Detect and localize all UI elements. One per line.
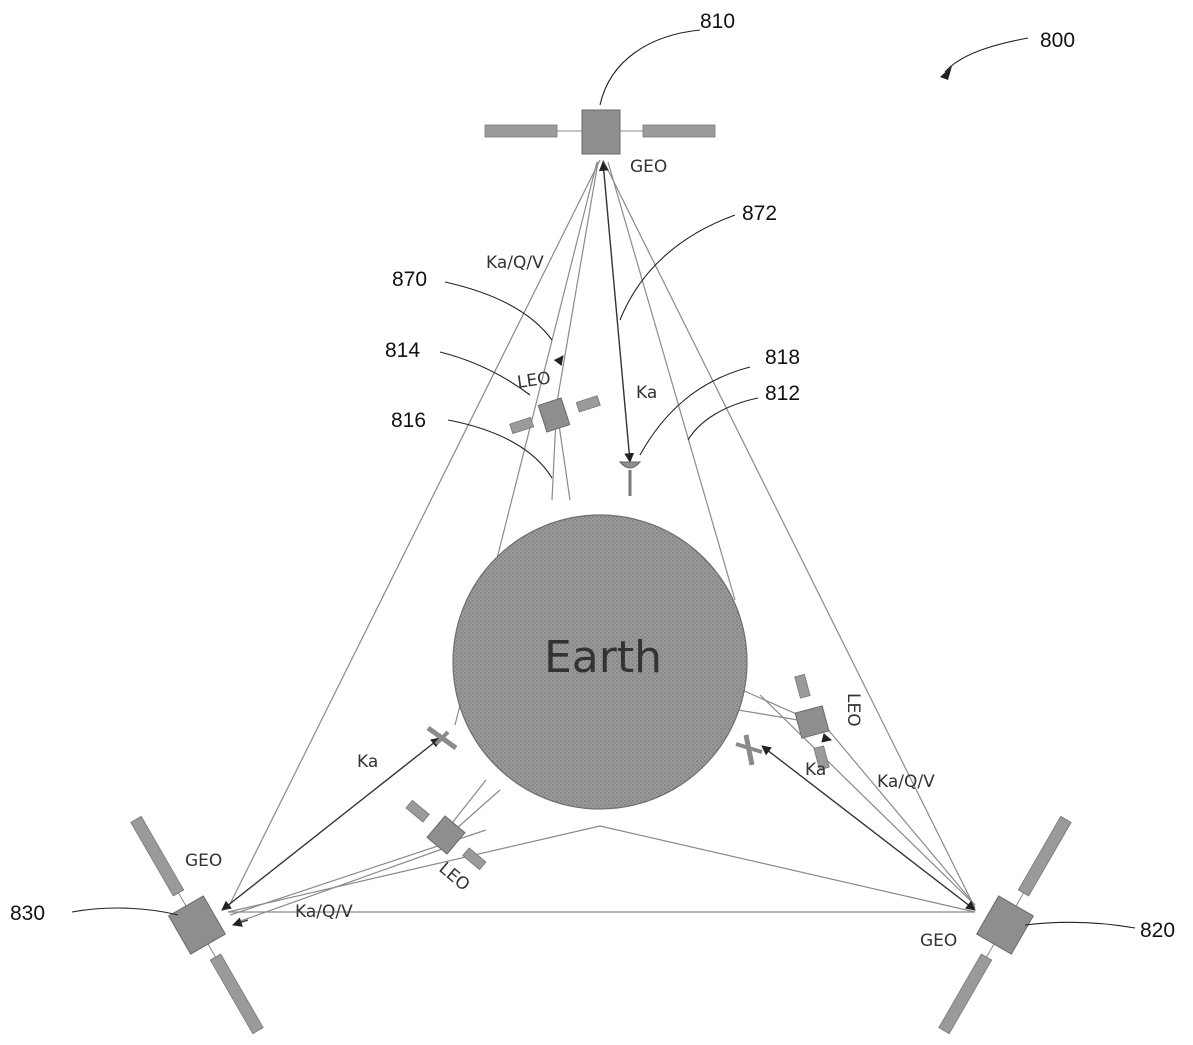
ref-geo-830: 830 [10,902,45,925]
kaqv-arrow-leo-right [823,738,831,740]
ref-870: 870 [392,268,427,291]
kaqv-arrow-leo814 [560,356,563,360]
ground-terminal-right [736,735,762,765]
ground-terminal-818 [620,462,640,496]
link-geo830-earth-bottom [228,826,600,912]
link-label-ka-right: Ka [805,760,826,780]
link-label-kaqv-right: Ka/Q/V [877,772,935,792]
geo-830-label: GEO [185,851,222,871]
ref-geo-810: 810 [700,10,735,33]
leo-right-label: LEO [843,693,863,727]
leo-satellite-right [786,672,838,772]
geo-satellite-820 [927,809,1084,1040]
geo-810-label: GEO [630,157,667,177]
link-label-ka-left: Ka [357,752,378,772]
ref-818: 818 [765,346,800,369]
link-geo810-leo814 [556,162,598,408]
geo-satellite-810 [485,110,715,154]
leo-left-label: LEO [435,859,474,896]
leo-814-label: LEO [516,368,552,392]
ref-geo-820: 820 [1140,919,1175,942]
ref-814: 814 [385,339,420,362]
link-earth-bottom-geo820 [600,826,975,912]
ref-872: 872 [742,202,777,225]
link-geo820-leo-right [820,720,975,905]
ka-link-geo830-ground [222,738,440,910]
earth-label: Earth [544,632,662,683]
link-label-ka-top: Ka [636,383,657,403]
ka-link-geo820-ground [762,746,975,910]
link-leo814-earth-b [558,418,570,500]
ref-figure: 800 [1040,29,1075,52]
link-label-kaqv-top: Ka/Q/V [486,253,544,273]
ref-812: 812 [765,382,800,405]
link-geo820-earth-right [760,695,975,905]
figure-arrowhead [940,66,952,80]
link-label-kaqv-left: Ka/Q/V [295,902,353,922]
geo-satellite-830 [119,809,276,1040]
ref-816: 816 [391,409,426,432]
geo-820-label: GEO [920,931,957,951]
